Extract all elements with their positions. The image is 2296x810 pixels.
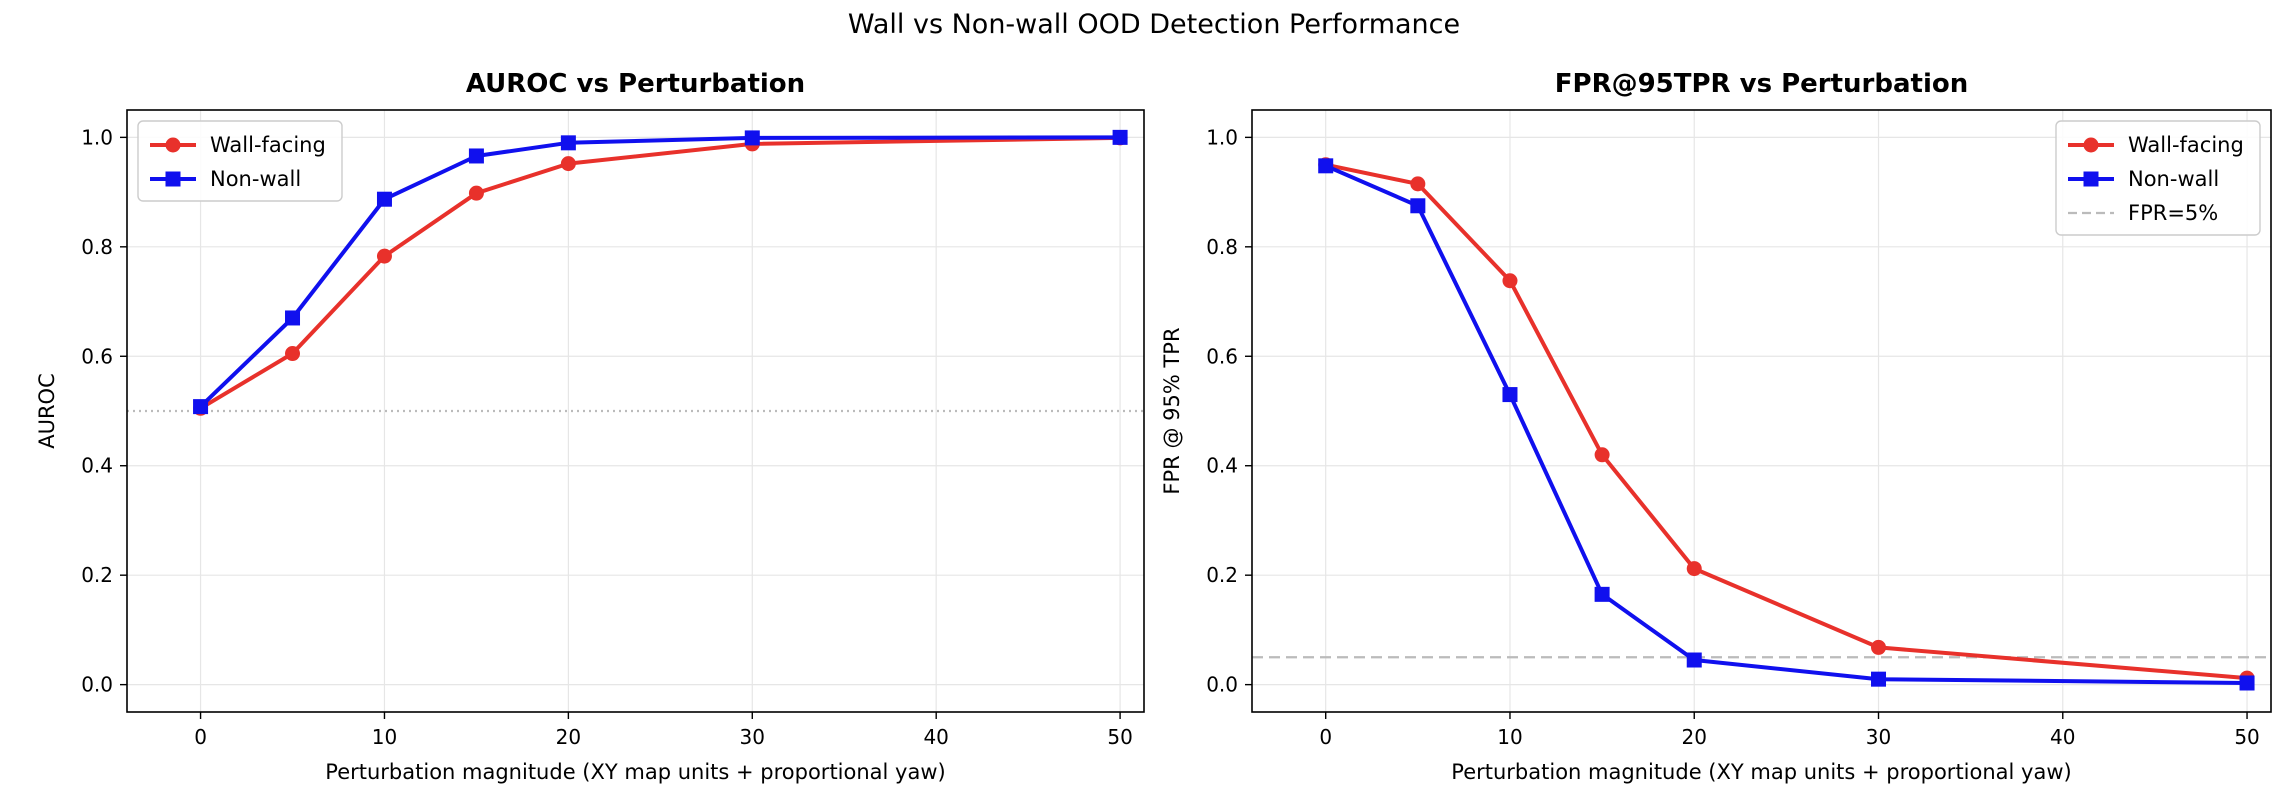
chart0-y-axis-label: AUROC	[35, 373, 59, 449]
chart0-axes-frame	[126, 109, 1145, 713]
chart0-legend-label-0: Wall-facing	[210, 133, 326, 157]
chart0-series-0-point-4	[560, 156, 576, 172]
chart1-legend-marker-0	[2083, 137, 2099, 153]
chart0-x-tick-label-4: 40	[923, 725, 948, 749]
chart0-x-tick-label-0: 0	[194, 725, 207, 749]
chart1-title: FPR@95TPR vs Perturbation	[1555, 69, 1969, 99]
chart1-x-tick-label-1: 10	[1497, 725, 1522, 749]
chart0-series-1-point-6	[1112, 129, 1128, 145]
chart0-series-1-point-4	[560, 135, 576, 151]
chart1-series-0-line	[1325, 162, 2248, 681]
chart1-series-1-point-4	[1686, 652, 1702, 668]
auroc-chart: 0 10 20 30 40 50 0.0 0.2 0.4 0.6 0.8 1.0 AUROC vs Pe…	[35, 69, 1145, 784]
chart0-title: AUROC vs Perturbation	[466, 69, 805, 99]
chart0-y-tick-label-0: 0.0	[81, 673, 113, 697]
chart1-series-0-point-2	[1502, 273, 1518, 289]
chart1-x-tick-label-5: 50	[2234, 725, 2259, 749]
chart0-series-1-point-1	[285, 310, 301, 326]
chart1-x-tick-label-3: 30	[1866, 725, 1891, 749]
chart0-series-0-point-1	[285, 346, 301, 362]
chart0-y-tick-label-3: 0.6	[81, 344, 113, 368]
chart0-y-tick-label-1: 0.2	[81, 563, 113, 587]
chart0-y-tick-label-4: 0.8	[81, 235, 113, 259]
chart1-y-tick-label-0: 0.0	[1206, 673, 1238, 697]
chart1-y-tick-label-4: 0.8	[1206, 235, 1238, 259]
chart1-x-tick-label-2: 20	[1682, 725, 1707, 749]
chart0-series-0-point-3	[468, 185, 484, 201]
chart0-series-1-point-0	[193, 399, 209, 415]
chart1-legend-box	[2055, 120, 2261, 236]
chart1-x-axis-label: Perturbation magnitude (XY map units + p…	[1451, 760, 2071, 784]
chart1-series-1-point-3	[1594, 586, 1610, 602]
chart1-series-0-point-4	[1686, 561, 1702, 577]
chart1-legend-label-0: Wall-facing	[2128, 133, 2244, 157]
chart1-series-1-point-5	[1871, 671, 1887, 687]
fpr-chart: 0 10 20 30 40 50 0.0 0.2 0.4 0.6 0.8 1.0 FPR@95TPR v…	[1160, 69, 2272, 784]
chart1-series-0-point-3	[1594, 447, 1610, 463]
chart0-x-tick-label-1: 10	[372, 725, 397, 749]
chart1-y-tick-label-5: 1.0	[1206, 125, 1238, 149]
chart1-y-tick-label-1: 0.2	[1206, 563, 1238, 587]
chart1-y-axis-label: FPR @ 95% TPR	[1160, 327, 1184, 494]
chart0-series-0-point-2	[376, 248, 392, 264]
chart0-legend-marker-1	[165, 171, 181, 187]
chart1-series-1-point-2	[1502, 387, 1518, 403]
chart1-legend-marker-1	[2083, 171, 2099, 187]
figure-suptitle: Wall vs Non-wall OOD Detection Performan…	[848, 9, 1460, 40]
chart0-legend-marker-0	[165, 137, 181, 153]
chart0-y-tick-label-2: 0.4	[81, 454, 113, 478]
chart1-x-tick-label-0: 0	[1319, 725, 1332, 749]
chart0-series-1-point-5	[744, 130, 760, 146]
chart0-x-axis-label: Perturbation magnitude (XY map units + p…	[325, 760, 945, 784]
chart0-y-tick-label-5: 1.0	[81, 125, 113, 149]
chart1-axes-frame	[1251, 109, 2272, 713]
chart1-y-tick-label-2: 0.4	[1206, 454, 1238, 478]
chart1-series-1-point-1	[1410, 198, 1426, 214]
chart0-series-1-point-3	[468, 148, 484, 164]
chart0-series-1-point-2	[376, 191, 392, 207]
chart0-x-tick-label-3: 30	[740, 725, 765, 749]
chart1-series-0-point-5	[1871, 639, 1887, 655]
chart1-series-0-point-1	[1410, 176, 1426, 192]
chart1-x-tick-label-4: 40	[2050, 725, 2075, 749]
chart1-series-1-line	[1324, 163, 2248, 685]
chart1-series-1-point-0	[1318, 158, 1334, 174]
chart1-y-tick-label-3: 0.6	[1206, 344, 1238, 368]
chart0-x-tick-label-2: 20	[556, 725, 581, 749]
chart0-x-tick-label-5: 50	[1107, 725, 1132, 749]
chart1-legend-label-1: Non-wall	[2128, 167, 2219, 191]
chart1-series-1-point-6	[2239, 675, 2255, 691]
chart1-legend-label-2: FPR=5%	[2128, 201, 2218, 225]
chart0-legend-label-1: Non-wall	[210, 167, 301, 191]
